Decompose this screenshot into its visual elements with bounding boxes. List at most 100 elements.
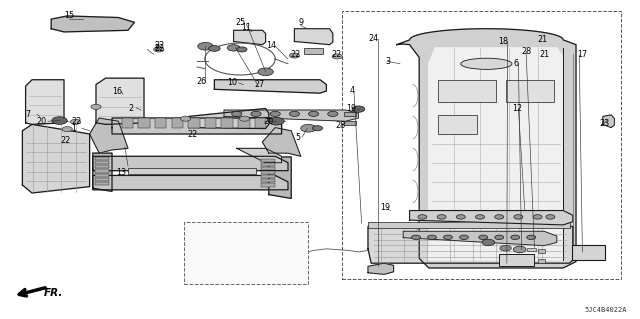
Text: 7: 7 <box>25 110 30 119</box>
Bar <box>506 80 554 102</box>
Polygon shape <box>410 211 573 225</box>
Circle shape <box>482 239 495 246</box>
Bar <box>538 259 545 263</box>
Polygon shape <box>397 29 576 268</box>
Bar <box>261 175 275 178</box>
Polygon shape <box>214 80 326 93</box>
Text: 18: 18 <box>498 37 508 46</box>
Polygon shape <box>368 226 573 263</box>
Text: 28: 28 <box>335 121 346 130</box>
Text: 14: 14 <box>266 41 276 50</box>
Circle shape <box>301 124 316 132</box>
Text: 20: 20 <box>36 117 47 126</box>
Circle shape <box>479 235 488 240</box>
Circle shape <box>270 111 280 116</box>
Circle shape <box>456 215 465 219</box>
Bar <box>255 118 266 128</box>
Text: FR.: FR. <box>44 288 63 299</box>
Bar <box>438 115 477 134</box>
Polygon shape <box>237 148 282 163</box>
Circle shape <box>180 116 191 121</box>
Text: 1: 1 <box>71 124 76 133</box>
Circle shape <box>70 119 81 124</box>
Circle shape <box>91 104 101 109</box>
Circle shape <box>437 215 446 219</box>
Bar <box>344 112 356 116</box>
Polygon shape <box>51 16 134 32</box>
Circle shape <box>511 235 520 240</box>
Polygon shape <box>224 110 358 121</box>
Bar <box>95 182 109 185</box>
Bar <box>261 159 275 162</box>
Bar <box>122 118 133 128</box>
Bar <box>261 167 275 170</box>
Text: 22: 22 <box>154 44 164 53</box>
Circle shape <box>237 47 247 52</box>
Text: 9: 9 <box>298 19 303 27</box>
Bar <box>368 222 570 228</box>
Circle shape <box>239 116 250 121</box>
Circle shape <box>251 111 261 116</box>
Circle shape <box>418 215 427 219</box>
Bar <box>95 157 109 160</box>
Bar <box>95 169 109 173</box>
Circle shape <box>495 215 504 219</box>
Bar <box>261 179 275 182</box>
Text: 22: 22 <box>331 50 341 59</box>
Bar <box>261 183 275 187</box>
Text: 27: 27 <box>254 80 264 89</box>
Text: 26: 26 <box>196 78 206 86</box>
Bar <box>138 118 150 128</box>
Polygon shape <box>189 108 269 129</box>
Bar <box>342 11 621 279</box>
Circle shape <box>312 126 323 131</box>
Polygon shape <box>269 157 291 198</box>
Polygon shape <box>112 118 282 134</box>
Bar <box>572 245 605 260</box>
Polygon shape <box>26 80 64 124</box>
Text: 12: 12 <box>512 104 522 113</box>
Circle shape <box>527 235 536 240</box>
Circle shape <box>269 117 284 125</box>
Text: 19: 19 <box>380 204 390 212</box>
Text: 22: 22 <box>188 130 198 139</box>
Circle shape <box>227 45 240 51</box>
Polygon shape <box>22 124 90 193</box>
Text: 21: 21 <box>539 50 549 59</box>
Bar <box>155 118 166 128</box>
Text: 10: 10 <box>227 78 237 87</box>
Bar <box>221 118 233 128</box>
Text: 3: 3 <box>385 57 390 66</box>
Text: 6: 6 <box>513 59 518 68</box>
Bar <box>128 168 256 174</box>
Text: 20: 20 <box>264 117 274 126</box>
Bar <box>95 165 109 168</box>
Circle shape <box>476 215 484 219</box>
Text: 2: 2 <box>129 104 134 113</box>
Text: 23: 23 <box>600 119 610 128</box>
Text: 8: 8 <box>154 44 159 53</box>
Polygon shape <box>234 30 266 45</box>
Circle shape <box>412 235 420 240</box>
Polygon shape <box>294 29 333 45</box>
Text: 28: 28 <box>521 47 531 56</box>
Circle shape <box>533 215 542 219</box>
Circle shape <box>332 54 342 59</box>
Text: 4: 4 <box>349 86 355 95</box>
Bar <box>527 248 536 251</box>
Polygon shape <box>603 115 614 128</box>
Text: 17: 17 <box>577 50 588 59</box>
Bar <box>344 121 356 125</box>
Circle shape <box>308 111 319 116</box>
Circle shape <box>460 235 468 240</box>
Text: 22: 22 <box>61 137 71 145</box>
Text: 11: 11 <box>241 23 251 32</box>
Text: 5JC4B4022A: 5JC4B4022A <box>585 307 627 313</box>
Circle shape <box>198 42 213 50</box>
Text: 16: 16 <box>112 87 122 96</box>
Circle shape <box>258 68 273 76</box>
Text: 22: 22 <box>72 117 82 126</box>
Text: 24: 24 <box>368 34 378 43</box>
Bar <box>304 48 323 54</box>
Text: 22: 22 <box>291 50 301 59</box>
